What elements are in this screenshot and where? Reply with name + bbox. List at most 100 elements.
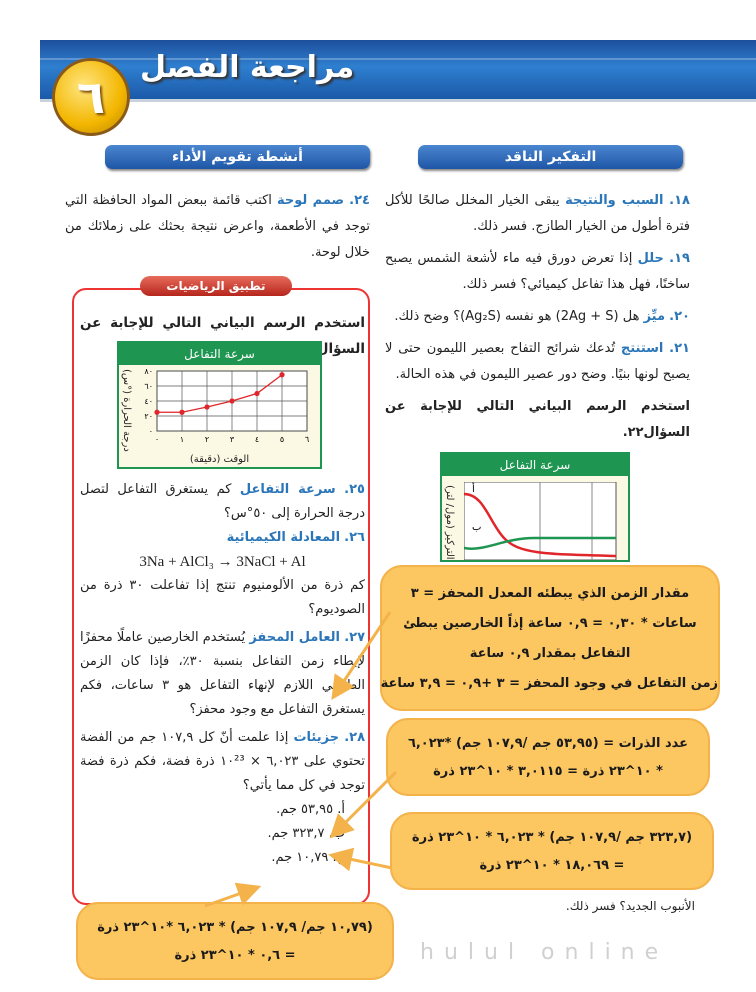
x-tick-label: ٠ bbox=[155, 435, 159, 444]
question-19: ١٩. حلل إذا تعرض دورق فيه ماء لأشعة الشم… bbox=[385, 246, 690, 298]
question-27: ٢٧. العامل المحفز يُستخدم الخارصين عاملً… bbox=[80, 626, 365, 722]
arrow-to-q27 bbox=[331, 611, 392, 700]
section-performance: أنشطة تقويم الأداء bbox=[105, 145, 370, 169]
q-num: ٢٧. bbox=[344, 630, 366, 645]
data-point bbox=[254, 390, 260, 397]
arrow-to-q28a bbox=[329, 770, 398, 839]
q-num: ١٩. bbox=[669, 251, 690, 266]
callout-line: * ١٠^٢٣ ذرة = ٣,٠١١٥ * ١٠^٢٣ ذرة bbox=[433, 764, 663, 779]
callout-line: ساعات * ٠,٣٠ = ٠,٩ ساعة إذاً الخارصين يب… bbox=[403, 616, 697, 631]
y-tick-label: ٠ bbox=[149, 427, 153, 436]
callout-line: = ٠,٦ * ١٠^٢٣ ذرة bbox=[174, 948, 296, 963]
q-keyword: صمم لوحة bbox=[276, 193, 345, 208]
x-tick-label: ٥ bbox=[280, 435, 284, 444]
question-28: ٢٨. جزيئات إذا علمت أنّ كل ١٠٧,٩ جم من ا… bbox=[80, 726, 365, 870]
q-keyword: جزيئات bbox=[293, 730, 340, 745]
chemical-equation: 3Na + AlCl₃ → 3NaCl + Al bbox=[139, 554, 306, 570]
q-text: إذا تعرض دورق فيه ماء لأشعة الشمس يصبح س… bbox=[385, 251, 690, 292]
x-tick-label: ٢ bbox=[205, 435, 209, 444]
callout-line: زمن التفاعل في وجود المحفز = ٣ +٠,٩ = ٣,… bbox=[380, 676, 718, 691]
q-num: ١٨. bbox=[669, 193, 690, 208]
right-column: ١٨. السبب والنتيجة يبقى الخيار المخلل صا… bbox=[385, 188, 690, 446]
arrow-to-q28b bbox=[328, 847, 393, 872]
arrow-to-q28c bbox=[204, 882, 262, 908]
q-keyword: العامل المحفز bbox=[249, 630, 340, 645]
y-tick-label: ٨٠ bbox=[144, 367, 153, 376]
left-questions: ٢٥. سرعة التفاعل كم يستغرق التفاعل لتصل … bbox=[80, 478, 365, 870]
graph-22-plot: أ ب bbox=[464, 482, 617, 560]
q-text: يُستخدم الخارصين عاملًا محفزًا لإبطاء زم… bbox=[80, 630, 365, 717]
chapter-number-badge: ٦ bbox=[52, 58, 130, 136]
question-25: ٢٥. سرعة التفاعل كم يستغرق التفاعل لتصل … bbox=[80, 478, 365, 526]
y-tick-label: ٢٠ bbox=[144, 412, 153, 421]
q-keyword: المعادلة الكيميائية bbox=[226, 530, 341, 545]
data-point bbox=[279, 372, 285, 378]
question-18: ١٨. السبب والنتيجة يبقى الخيار المخلل صا… bbox=[385, 188, 690, 240]
question-24: ٢٤. صمم لوحة اكتب قائمة ببعض المواد الحا… bbox=[65, 188, 370, 266]
chapter-banner bbox=[40, 40, 756, 102]
q-num: ٢٤. bbox=[349, 193, 370, 208]
question-26: ٢٦. المعادلة الكيميائية 3Na + AlCl₃ → 3N… bbox=[80, 526, 365, 622]
question-21: ٢١. استنتج تُدعك شرائح التفاح بعصير اللي… bbox=[385, 336, 690, 388]
math-application-badge: تطبيق الرياضيات bbox=[140, 276, 292, 296]
section-critical-thinking: التفكير الناقد bbox=[418, 145, 683, 169]
q-num: ٢٠. bbox=[669, 309, 690, 324]
q-keyword: حلل bbox=[637, 251, 664, 266]
q-text: يبقى الخيار المخلل صالحًا للأكل فترة أطو… bbox=[385, 193, 690, 234]
x-tick-label: ٦ bbox=[305, 435, 309, 444]
x-tick-label: ٤ bbox=[255, 435, 259, 444]
q-text: كم يستغرق التفاعل لتصل درجة الحرارة إلى … bbox=[80, 482, 365, 521]
data-point bbox=[179, 409, 185, 415]
q-num: ٢٥. bbox=[344, 482, 365, 497]
x-tick-label: ١ bbox=[180, 435, 184, 444]
chapter-title: مراجعة الفصل bbox=[140, 50, 355, 85]
q-num: ٢١. bbox=[669, 341, 690, 356]
q-keyword: السبب والنتيجة bbox=[565, 193, 664, 208]
q28-item-a: أ. ٥٣,٩٥ جم. bbox=[276, 802, 345, 817]
x-axis-label: الوقت (دقيقة) bbox=[189, 454, 250, 465]
q-num: ٢٦. bbox=[344, 530, 365, 545]
callout-line: التفاعل بمقدار ٠,٩ ساعة bbox=[469, 646, 631, 661]
data-line bbox=[157, 374, 283, 413]
curve-b-label: ب bbox=[472, 522, 481, 533]
answer-callout-28c: (١٠,٧٩ جم/ ١٠٧,٩ جم) * ٦,٠٢٣ *١٠^٢٣ ذرة … bbox=[76, 902, 394, 980]
graph-prompt-22: استخدم الرسم البياني التالي للإجابة عن ا… bbox=[385, 399, 690, 440]
q-text: إذا علمت أنّ كل ١٠٧,٩ جم من الفضة تحتوي … bbox=[80, 730, 365, 793]
q-text: هل (2Ag + S) هو نفسه (Ag₂S)؟ وضح ذلك. bbox=[394, 309, 640, 324]
q-text: تُدعك شرائح التفاح بعصير الليمون حتى لا … bbox=[385, 341, 690, 382]
chart-title: سرعة التفاعل bbox=[119, 343, 320, 365]
curve-a-label: أ bbox=[472, 482, 475, 495]
y-tick-label: ٤٠ bbox=[144, 397, 153, 406]
y-axis-label: درجة الحرارة (°س) bbox=[121, 369, 132, 452]
q-keyword: استنتج bbox=[620, 341, 664, 356]
callout-line: (٣٢٣,٧ جم /١٠٧,٩ جم) * ٦,٠٢٣ * ١٠^٢٣ ذرة bbox=[411, 830, 693, 845]
data-point bbox=[229, 398, 235, 404]
y-tick-label: ٦٠ bbox=[144, 382, 153, 391]
question-20: ٢٠. ميِّز هل (2Ag + S) هو نفسه (Ag₂S)؟ و… bbox=[385, 304, 690, 330]
q-num: ٢٨. bbox=[344, 730, 366, 745]
q-text: اكتب قائمة ببعض المواد الحافظة التي توجد… bbox=[65, 193, 370, 260]
graph-22: سرعة التفاعل التركيز (مول/ لتر) أ ب bbox=[440, 452, 630, 562]
callout-line: (١٠,٧٩ جم/ ١٠٧,٩ جم) * ٦,٠٢٣ *١٠^٢٣ ذرة bbox=[97, 920, 373, 935]
q-text: كم ذرة من الألومنيوم تنتج إذا تفاعلت ٣٠ … bbox=[80, 578, 365, 617]
x-tick-label: ٣ bbox=[230, 435, 235, 444]
curve-a bbox=[464, 492, 617, 558]
answer-callout-27: مقدار الزمن الذي يبطئه المعدل المحفز = ٣… bbox=[380, 565, 720, 711]
answer-callout-28b: (٣٢٣,٧ جم /١٠٧,٩ جم) * ٦,٠٢٣ * ١٠^٢٣ ذرة… bbox=[390, 812, 714, 890]
graph-title: سرعة التفاعل bbox=[442, 454, 628, 476]
y-axis-label: التركيز (مول/ لتر) bbox=[444, 485, 455, 560]
watermark: hulul online bbox=[420, 940, 669, 965]
q-keyword: سرعة التفاعل bbox=[239, 482, 336, 497]
callout-line: عدد الذرات = (٥٣,٩٥ جم /١٠٧,٩ جم) *٦,٠٢٣ bbox=[407, 736, 689, 751]
curve-b bbox=[464, 536, 616, 550]
right-tail-text: الأنبوب الجديد؟ فسر ذلك. bbox=[565, 899, 695, 913]
callout-line: مقدار الزمن الذي يبطئه المعدل المحفز = ٣ bbox=[410, 586, 690, 601]
q-keyword: ميِّز bbox=[643, 309, 666, 324]
data-point bbox=[154, 409, 160, 415]
answer-callout-28a: عدد الذرات = (٥٣,٩٥ جم /١٠٧,٩ جم) *٦,٠٢٣… bbox=[386, 718, 710, 796]
data-point bbox=[204, 404, 210, 410]
callout-line: = ١٨,٠٦٩ * ١٠^٢٣ ذرة bbox=[479, 858, 625, 873]
